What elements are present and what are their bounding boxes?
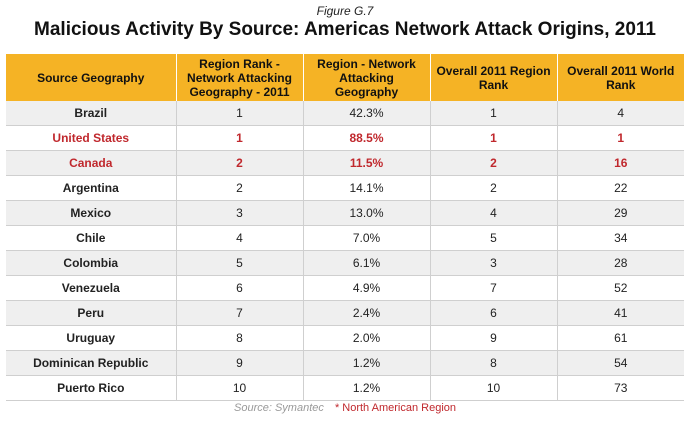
cell-region-rank: 2: [176, 150, 304, 176]
table-row: Peru 7 2.4% 6 41: [6, 300, 684, 326]
cell-world-rank: 54: [557, 350, 684, 376]
cell-world-rank: 29: [557, 200, 684, 226]
cell-geography: Uruguay: [6, 325, 177, 351]
cell-geography: Puerto Rico: [6, 375, 177, 401]
cell-overall-region-rank: 4: [430, 200, 558, 226]
figure-label: Figure G.7: [316, 4, 374, 18]
cell-region-percent: 7.0%: [303, 225, 431, 251]
cell-region-rank: 7: [176, 300, 304, 326]
cell-region-percent: 1.2%: [303, 350, 431, 376]
table-row: Venezuela 6 4.9% 7 52: [6, 275, 684, 301]
table-row: United States 1 88.5% 1 1: [6, 125, 684, 151]
cell-overall-region-rank: 8: [430, 350, 558, 376]
cell-geography: Canada: [6, 150, 177, 176]
cell-overall-region-rank: 5: [430, 225, 558, 251]
cell-world-rank: 4: [557, 101, 684, 126]
region-note: * North American Region: [334, 402, 456, 414]
cell-geography: Peru: [6, 300, 177, 326]
cell-world-rank: 73: [557, 375, 684, 401]
cell-overall-region-rank: 1: [430, 125, 558, 151]
cell-geography: Brazil: [6, 101, 177, 126]
cell-region-rank: 4: [176, 225, 304, 251]
table-row: Puerto Rico 10 1.2% 10 73: [6, 375, 684, 401]
cell-region-rank: 10: [176, 375, 304, 401]
cell-world-rank: 34: [557, 225, 684, 251]
page-title: Malicious Activity By Source: Americas N…: [34, 19, 656, 40]
header-row: Source Geography Region Rank - Network A…: [6, 54, 684, 101]
cell-overall-region-rank: 6: [430, 300, 558, 326]
table-row: Dominican Republic 9 1.2% 8 54: [6, 350, 684, 376]
cell-overall-region-rank: 2: [430, 175, 558, 201]
cell-world-rank: 1: [557, 125, 684, 151]
cell-geography: Colombia: [6, 250, 177, 276]
table-row: Colombia 5 6.1% 3 28: [6, 250, 684, 276]
cell-overall-region-rank: 3: [430, 250, 558, 276]
table-row: Canada 2 11.5% 2 16: [6, 150, 684, 176]
cell-region-rank: 6: [176, 275, 304, 301]
column-header: Source Geography: [6, 54, 177, 101]
table-row: Uruguay 8 2.0% 9 61: [6, 325, 684, 351]
cell-region-rank: 2: [176, 175, 304, 201]
cell-overall-region-rank: 1: [430, 101, 558, 126]
cell-region-percent: 6.1%: [303, 250, 431, 276]
cell-region-percent: 2.4%: [303, 300, 431, 326]
cell-geography: Argentina: [6, 175, 177, 201]
cell-overall-region-rank: 10: [430, 375, 558, 401]
column-header: Overall 2011 Region Rank: [430, 54, 558, 101]
cell-region-rank: 3: [176, 200, 304, 226]
cell-world-rank: 28: [557, 250, 684, 276]
cell-geography: United States: [6, 125, 177, 151]
cell-region-percent: 88.5%: [303, 125, 431, 151]
source-note: Source: Symantec: [234, 402, 324, 414]
data-table: Source Geography Region Rank - Network A…: [6, 54, 684, 401]
cell-region-percent: 11.5%: [303, 150, 431, 176]
column-header: Region - Network Attacking Geography: [303, 54, 431, 101]
cell-region-percent: 14.1%: [303, 175, 431, 201]
cell-region-percent: 42.3%: [303, 101, 431, 126]
cell-world-rank: 41: [557, 300, 684, 326]
cell-overall-region-rank: 7: [430, 275, 558, 301]
column-header: Overall 2011 World Rank: [557, 54, 684, 101]
cell-region-percent: 1.2%: [303, 375, 431, 401]
cell-region-rank: 1: [176, 125, 304, 151]
table-row: Argentina 2 14.1% 2 22: [6, 175, 684, 201]
cell-region-rank: 9: [176, 350, 304, 376]
column-header: Region Rank - Network Attacking Geograph…: [176, 54, 304, 101]
footer: Source: Symantec * North American Region: [0, 402, 690, 414]
cell-world-rank: 16: [557, 150, 684, 176]
cell-region-percent: 13.0%: [303, 200, 431, 226]
cell-geography: Mexico: [6, 200, 177, 226]
cell-geography: Dominican Republic: [6, 350, 177, 376]
cell-geography: Chile: [6, 225, 177, 251]
table-row: Mexico 3 13.0% 4 29: [6, 200, 684, 226]
cell-region-rank: 1: [176, 101, 304, 126]
cell-world-rank: 22: [557, 175, 684, 201]
cell-geography: Venezuela: [6, 275, 177, 301]
table-row: Chile 4 7.0% 5 34: [6, 225, 684, 251]
cell-overall-region-rank: 2: [430, 150, 558, 176]
cell-overall-region-rank: 9: [430, 325, 558, 351]
cell-world-rank: 61: [557, 325, 684, 351]
cell-world-rank: 52: [557, 275, 684, 301]
cell-region-rank: 5: [176, 250, 304, 276]
cell-region-percent: 2.0%: [303, 325, 431, 351]
table-row: Brazil 1 42.3% 1 4: [6, 101, 684, 126]
cell-region-percent: 4.9%: [303, 275, 431, 301]
cell-region-rank: 8: [176, 325, 304, 351]
